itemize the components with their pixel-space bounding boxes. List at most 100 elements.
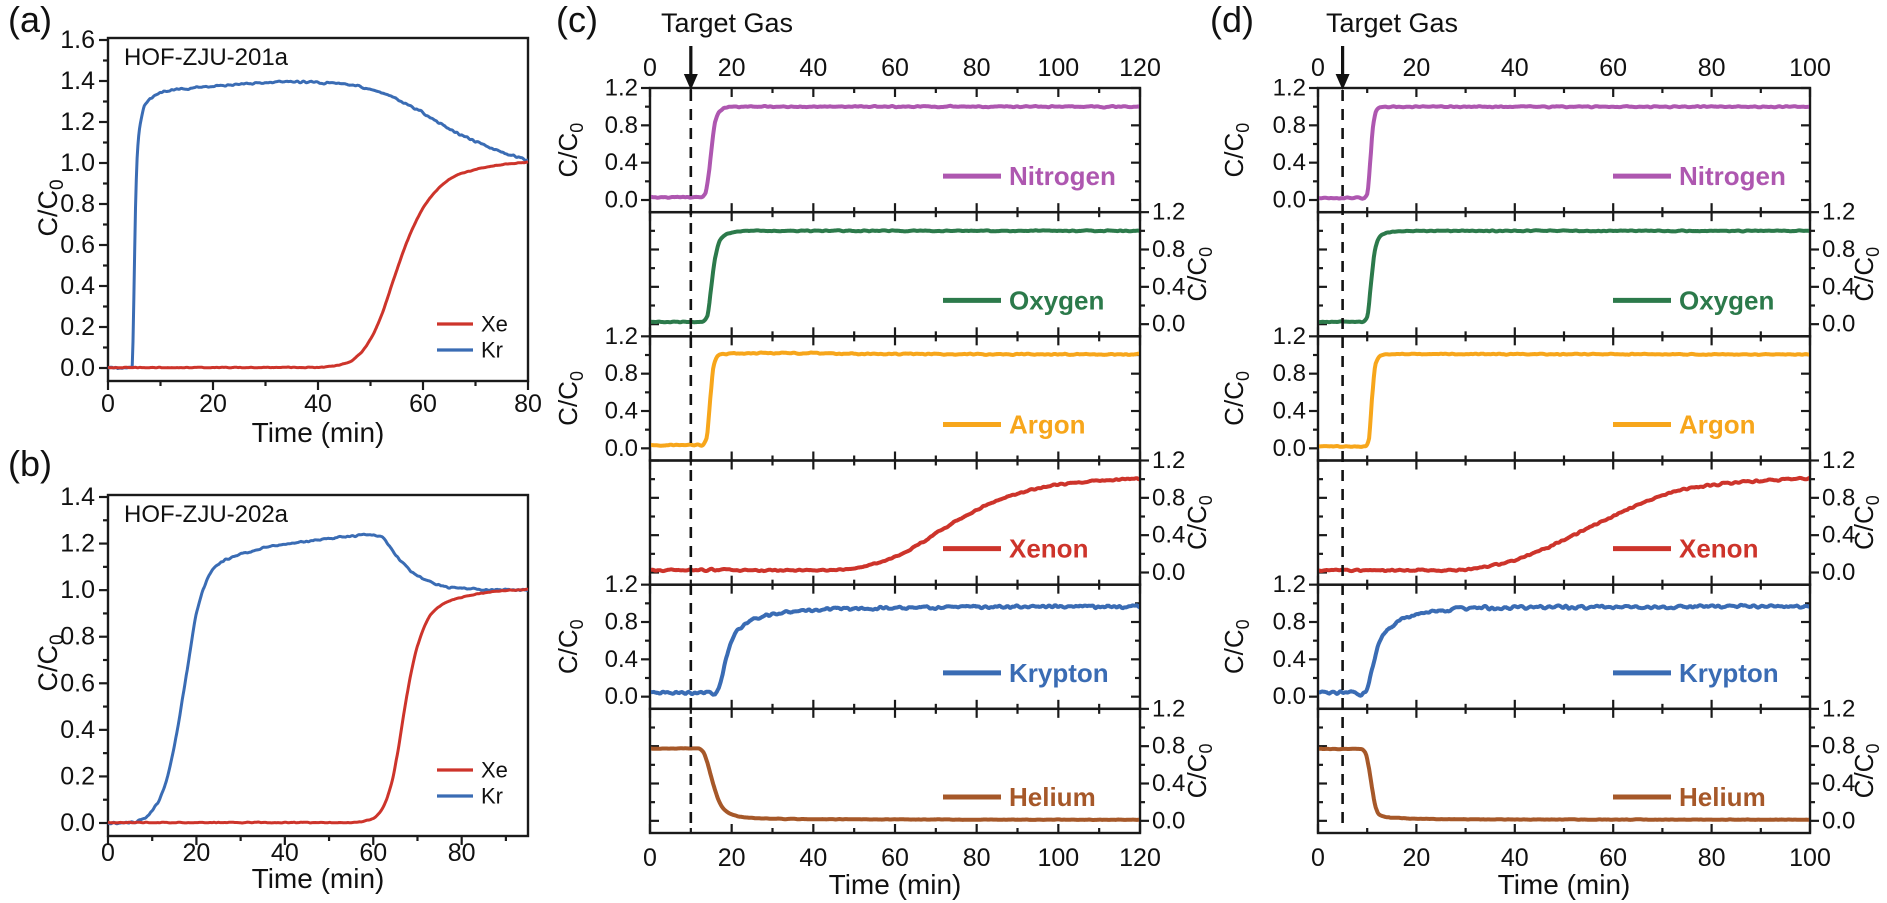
legend-label-oxygen: Oxygen — [1009, 285, 1104, 315]
x-axis-ticks: 0 20 40 60 80 — [101, 836, 507, 867]
svg-text:1.2: 1.2 — [1822, 447, 1855, 474]
svg-text:1.2: 1.2 — [1273, 75, 1306, 102]
svg-text:0.4: 0.4 — [1152, 522, 1185, 549]
svg-text:0: 0 — [101, 839, 115, 867]
svg-text:0.0: 0.0 — [1273, 435, 1306, 462]
legend-label-nitrogen: Nitrogen — [1009, 161, 1116, 191]
svg-text:20: 20 — [1402, 844, 1430, 872]
svg-text:0.8: 0.8 — [1822, 733, 1855, 760]
svg-text:0.0: 0.0 — [605, 186, 638, 213]
svg-text:0.8: 0.8 — [1152, 484, 1185, 511]
helium-curve — [1319, 746, 1809, 822]
y-axis-title: C/C0 — [553, 619, 587, 674]
svg-text:40: 40 — [304, 390, 332, 418]
svg-text:0.0: 0.0 — [60, 809, 95, 837]
subplot-nitrogen: 1.2 0.8 0.4 0.0 C/C0 Nitrogen — [553, 75, 1142, 213]
subplot-frame — [1316, 583, 1812, 711]
svg-text:0.4: 0.4 — [1273, 646, 1306, 673]
panel-a-title: HOF-ZJU-201a — [124, 44, 289, 71]
subplot-frame — [648, 583, 1142, 711]
subplot-krypton: 1.2 0.8 0.4 0.0 C/C0 Krypton — [1219, 571, 1812, 711]
subplot-argon: 1.2 0.8 0.4 0.0 C/C0 Argon — [553, 323, 1142, 462]
panel-b-plot: 0 20 40 60 80 0.0 0.2 0.4 0.6 0.8 1.0 1.2 1.4 C/C0 XeK… — [33, 483, 530, 867]
y-axis-ticks: 0.0 0.2 0.4 0.6 0.8 1.0 1.2 1.4 1.6 — [60, 26, 108, 382]
panel-d-x-axis-title: Time (min) — [1497, 869, 1631, 900]
svg-text:1.4: 1.4 — [60, 67, 95, 95]
svg-text:20: 20 — [718, 54, 746, 82]
plot-frame — [106, 493, 530, 838]
subplot-frame — [1316, 459, 1812, 586]
svg-text:100: 100 — [1789, 844, 1831, 872]
xenon-curve — [1319, 475, 1809, 574]
svg-text:1.2: 1.2 — [1273, 571, 1306, 598]
panel-c-x-axis-title: Time (min) — [828, 869, 962, 900]
svg-text:0.0: 0.0 — [1152, 807, 1185, 834]
svg-text:60: 60 — [1599, 54, 1627, 82]
svg-text:0.4: 0.4 — [1822, 273, 1855, 300]
svg-text:0.6: 0.6 — [60, 231, 95, 259]
krypton-curve — [651, 603, 1139, 697]
svg-text:1.2: 1.2 — [1152, 695, 1185, 722]
svg-text:0.8: 0.8 — [605, 112, 638, 139]
panel-c-target-gas-annotation: Target Gas — [660, 8, 794, 38]
svg-text:0.8: 0.8 — [60, 623, 95, 651]
svg-text:0.0: 0.0 — [1822, 807, 1855, 834]
legend-label-helium: Helium — [1679, 782, 1766, 812]
legend-label-kr: Kr — [481, 338, 503, 363]
top-x-axis: 0 20 40 60 80 100 120 — [643, 54, 1161, 82]
y-axis-title: C/C0 — [553, 371, 587, 426]
xe-curve — [107, 160, 529, 370]
svg-text:0.0: 0.0 — [60, 354, 95, 382]
nitrogen-curve — [651, 103, 1139, 200]
legend-label-nitrogen: Nitrogen — [1679, 161, 1786, 191]
svg-text:80: 80 — [963, 54, 991, 82]
legend-label-xe: Xe — [481, 758, 508, 783]
svg-text:0.4: 0.4 — [605, 149, 638, 176]
target-gas-arrow-icon — [683, 46, 698, 90]
svg-text:40: 40 — [1501, 54, 1529, 82]
svg-text:60: 60 — [881, 844, 909, 872]
panel-a-label: (a) — [8, 0, 52, 40]
svg-text:1.2: 1.2 — [605, 75, 638, 102]
y-axis-title: C/C0 — [33, 179, 68, 236]
svg-text:0: 0 — [1311, 54, 1325, 82]
nitrogen-curve — [1319, 104, 1809, 201]
svg-text:60: 60 — [881, 54, 909, 82]
legend-label-xenon: Xenon — [1009, 534, 1088, 564]
panel-b-title: HOF-ZJU-202a — [124, 501, 289, 528]
svg-text:80: 80 — [514, 390, 542, 418]
panel-c-plot: 0 20 40 60 80 100 1201.20.80.40.0C/C0Nitrogen1… — [553, 46, 1216, 872]
subplot-frame — [648, 707, 1142, 835]
kr-curve — [107, 79, 529, 370]
panel-b-canvas: 0 20 40 60 80 0.0 0.2 0.4 0.6 0.8 1.0 1.2 1.4 C/C0 XeK… — [33, 483, 530, 867]
subplot-krypton: 1.2 0.8 0.4 0.0 C/C0 Krypton — [553, 571, 1142, 711]
svg-text:0: 0 — [101, 390, 115, 418]
svg-text:0: 0 — [643, 54, 657, 82]
subplot-frame — [1316, 707, 1812, 835]
subplot-nitrogen: 1.2 0.8 0.4 0.0 C/C0 Nitrogen — [1219, 75, 1812, 213]
svg-text:0.6: 0.6 — [60, 669, 95, 697]
panel-d-target-gas-annotation: Target Gas — [1325, 8, 1459, 38]
svg-text:100: 100 — [1037, 844, 1079, 872]
oxygen-curve — [651, 228, 1139, 325]
svg-text:20: 20 — [718, 844, 746, 872]
svg-text:1.2: 1.2 — [1822, 695, 1855, 722]
y-axis-title: C/C0 — [553, 123, 587, 178]
svg-text:0.4: 0.4 — [60, 716, 95, 744]
svg-text:0.8: 0.8 — [60, 190, 95, 218]
svg-text:100: 100 — [1789, 54, 1831, 82]
svg-text:1.6: 1.6 — [60, 26, 95, 54]
svg-text:80: 80 — [1698, 844, 1726, 872]
svg-text:0.8: 0.8 — [1822, 236, 1855, 263]
svg-text:0.0: 0.0 — [1152, 559, 1185, 586]
svg-text:120: 120 — [1119, 54, 1161, 82]
svg-text:60: 60 — [1599, 844, 1627, 872]
svg-text:20: 20 — [199, 390, 227, 418]
y-axis-ticks: 0.0 0.2 0.4 0.6 0.8 1.0 1.2 1.4 — [60, 483, 108, 837]
svg-text:40: 40 — [799, 844, 827, 872]
panel-a-plot: 0 20 40 60 80 0.0 0.2 0.4 0.6 0.8 1.0 1.2 1.4 1.6 C/C0… — [33, 26, 542, 418]
svg-text:0.4: 0.4 — [1822, 522, 1855, 549]
